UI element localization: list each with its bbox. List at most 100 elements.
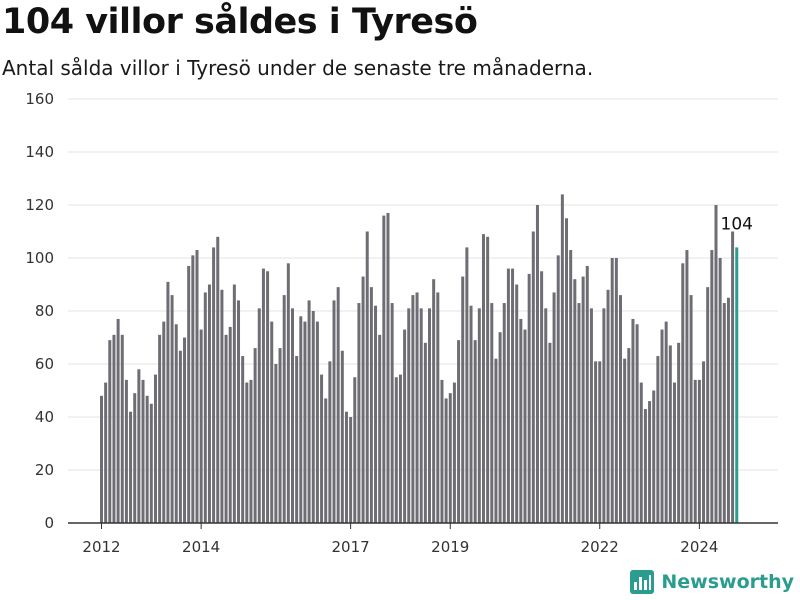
bar bbox=[145, 395, 149, 523]
bar bbox=[581, 276, 585, 523]
y-tick-label: 120 bbox=[25, 196, 54, 214]
bar bbox=[241, 356, 245, 523]
bar bbox=[365, 231, 369, 523]
bar bbox=[544, 308, 548, 523]
bar bbox=[440, 379, 444, 523]
bar bbox=[100, 395, 103, 523]
y-axis-labels: 0 20 40 60 80 100 120 140 160 bbox=[25, 90, 54, 532]
bar bbox=[697, 379, 701, 523]
bar bbox=[178, 350, 182, 523]
page-subtitle: Antal sålda villor i Tyresö under de sen… bbox=[2, 56, 594, 80]
bar bbox=[191, 255, 195, 523]
bar bbox=[133, 393, 137, 523]
bar bbox=[141, 379, 145, 523]
bar bbox=[228, 326, 232, 523]
x-tick-label: 2022 bbox=[581, 538, 619, 556]
bar bbox=[594, 361, 598, 523]
bar bbox=[577, 303, 581, 523]
bar bbox=[282, 295, 286, 523]
bar bbox=[610, 258, 614, 523]
bar bbox=[648, 401, 652, 523]
bar bbox=[403, 329, 407, 523]
bar bbox=[324, 398, 328, 523]
bar bbox=[207, 284, 211, 523]
bar bbox=[411, 295, 415, 523]
bar-chart-logo-icon bbox=[630, 570, 655, 594]
bar bbox=[328, 361, 332, 523]
bar bbox=[631, 318, 635, 523]
bar bbox=[531, 231, 535, 523]
bar bbox=[668, 345, 672, 523]
bar bbox=[465, 247, 469, 523]
last-value-label: 104 bbox=[721, 214, 753, 234]
bar bbox=[398, 374, 402, 523]
bar bbox=[569, 250, 573, 524]
bar bbox=[452, 382, 456, 523]
bar bbox=[108, 340, 112, 523]
bar bbox=[257, 308, 261, 523]
bar bbox=[718, 258, 722, 523]
bar bbox=[124, 379, 128, 523]
bar bbox=[585, 265, 589, 523]
bar bbox=[212, 247, 216, 523]
bar bbox=[104, 382, 108, 523]
bar bbox=[635, 324, 639, 523]
bar bbox=[162, 321, 166, 523]
bar bbox=[220, 289, 224, 523]
bar bbox=[423, 342, 427, 523]
bar bbox=[693, 379, 697, 523]
bar bbox=[278, 348, 282, 523]
bar bbox=[357, 303, 361, 523]
y-tick-label: 100 bbox=[25, 249, 54, 267]
bar bbox=[722, 303, 726, 523]
bar bbox=[552, 292, 556, 523]
bar bbox=[523, 329, 527, 523]
bar bbox=[731, 231, 735, 523]
y-tick-label: 140 bbox=[25, 143, 54, 161]
bar bbox=[685, 250, 689, 524]
bar bbox=[245, 382, 249, 523]
y-tick-label: 20 bbox=[35, 461, 54, 479]
bar bbox=[253, 348, 257, 523]
bar bbox=[116, 318, 120, 523]
bar-highlight bbox=[735, 247, 739, 523]
bar bbox=[187, 265, 191, 523]
bar bbox=[527, 273, 531, 523]
bar bbox=[515, 284, 519, 523]
bar bbox=[643, 409, 647, 523]
bar bbox=[332, 300, 336, 523]
bars bbox=[100, 194, 739, 524]
bar bbox=[315, 321, 319, 523]
bar bbox=[303, 321, 307, 523]
bar bbox=[511, 268, 515, 523]
bar bbox=[598, 361, 602, 523]
bar bbox=[556, 255, 560, 523]
bar bbox=[710, 250, 714, 524]
bar bbox=[137, 369, 141, 523]
bar bbox=[237, 300, 241, 523]
bar bbox=[477, 308, 481, 523]
bar bbox=[261, 268, 265, 523]
bar bbox=[224, 334, 228, 523]
bar bbox=[407, 308, 411, 523]
bar bbox=[390, 303, 394, 523]
bar bbox=[290, 308, 294, 523]
bar bbox=[540, 271, 544, 523]
bar bbox=[660, 329, 664, 523]
bar bbox=[249, 379, 253, 523]
bar bbox=[349, 417, 353, 523]
bar bbox=[486, 236, 490, 524]
bar bbox=[295, 356, 299, 523]
bar bbox=[382, 215, 386, 523]
bar bbox=[419, 308, 423, 523]
bar bbox=[702, 361, 706, 523]
bar bbox=[216, 236, 220, 524]
bar bbox=[498, 332, 502, 523]
bar bbox=[506, 268, 510, 523]
bar bbox=[519, 318, 523, 523]
bar bbox=[336, 287, 340, 523]
bar bbox=[183, 337, 187, 523]
bar bbox=[726, 297, 730, 523]
bar bbox=[170, 295, 174, 523]
bar bbox=[473, 340, 477, 523]
